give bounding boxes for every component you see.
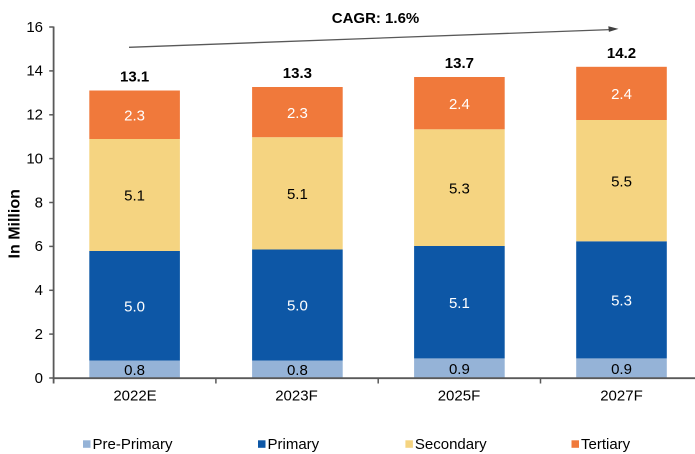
svg-text:10: 10 [26,150,43,167]
svg-text:2025F: 2025F [438,387,481,404]
svg-text:2: 2 [35,326,43,343]
svg-text:2.4: 2.4 [449,96,470,113]
svg-text:14: 14 [26,63,43,80]
svg-text:Primary: Primary [268,436,320,453]
svg-text:In Million: In Million [7,189,24,258]
svg-text:0.8: 0.8 [287,362,308,379]
svg-text:Secondary: Secondary [415,436,487,453]
svg-text:13.3: 13.3 [283,65,312,82]
svg-text:14.2: 14.2 [607,45,636,62]
svg-text:12: 12 [26,107,43,124]
svg-text:5.1: 5.1 [449,295,470,312]
svg-text:5.0: 5.0 [287,298,308,315]
svg-text:0: 0 [35,370,43,387]
svg-text:8: 8 [35,194,43,211]
svg-text:5.1: 5.1 [124,188,145,205]
svg-text:6: 6 [35,238,43,255]
svg-text:2027F: 2027F [600,387,643,404]
svg-text:2.3: 2.3 [124,108,145,125]
svg-text:Tertiary: Tertiary [581,436,631,453]
svg-text:0.8: 0.8 [124,362,145,379]
svg-text:5.3: 5.3 [611,293,632,310]
svg-text:4: 4 [35,282,43,299]
svg-text:2022E: 2022E [113,387,156,404]
svg-text:Pre-Primary: Pre-Primary [93,436,174,453]
svg-text:5.1: 5.1 [287,186,308,203]
svg-text:5.0: 5.0 [124,299,145,316]
svg-text:2.4: 2.4 [611,86,632,103]
svg-text:2023F: 2023F [275,387,318,404]
svg-text:0.9: 0.9 [449,361,470,378]
svg-text:5.5: 5.5 [611,173,632,190]
svg-text:16: 16 [26,19,43,36]
svg-text:5.3: 5.3 [449,180,470,197]
svg-text:13.1: 13.1 [120,69,149,86]
svg-text:13.7: 13.7 [445,55,474,72]
svg-text:0.9: 0.9 [611,361,632,378]
svg-text:CAGR: 1.6%: CAGR: 1.6% [332,10,420,27]
svg-text:2.3: 2.3 [287,105,308,122]
